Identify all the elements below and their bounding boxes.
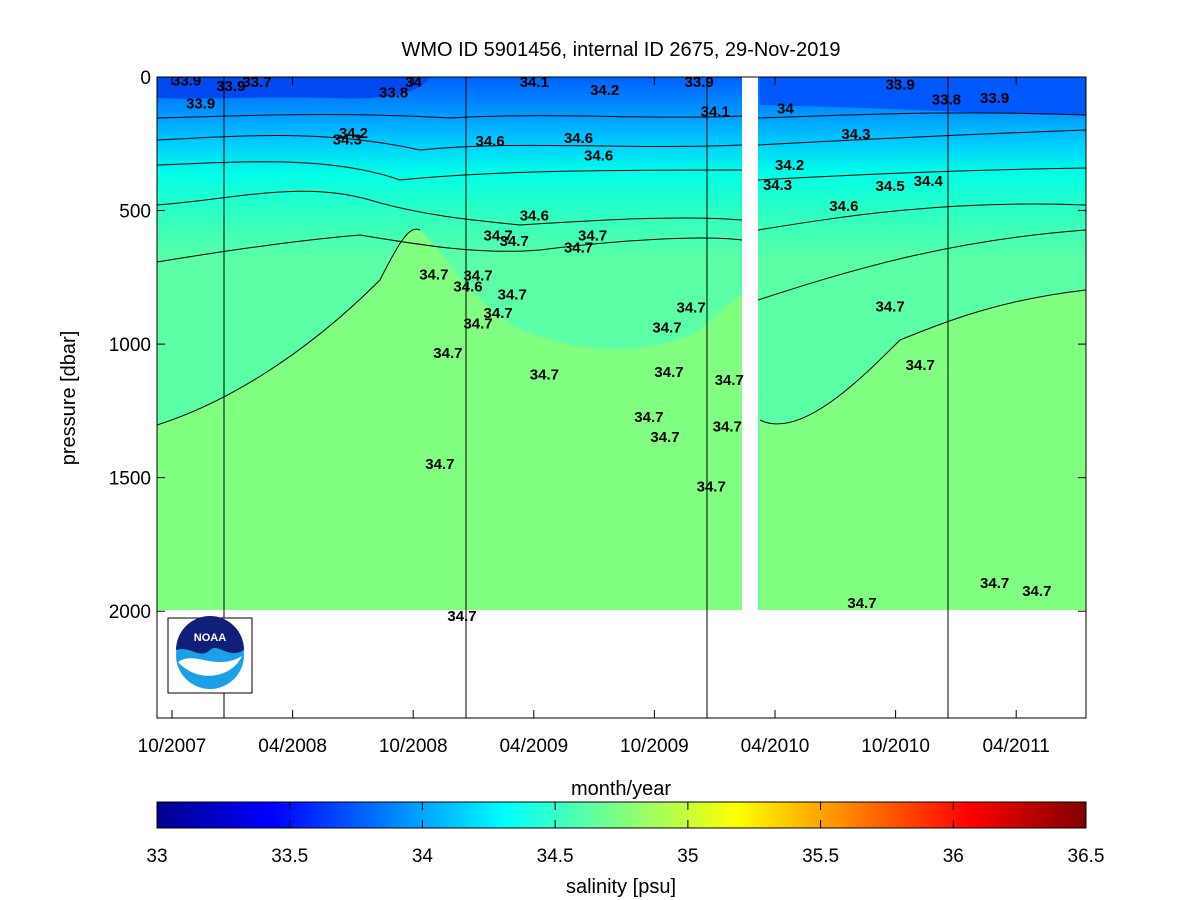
x-tick-label: 04/2011 — [983, 736, 1050, 757]
x-tick-label: 04/2010 — [741, 736, 810, 757]
contour-label: 34.7 — [419, 266, 448, 283]
contour-label: 34.6 — [829, 198, 858, 215]
contour-label: 34.3 — [841, 126, 870, 143]
x-tick-label: 04/2008 — [258, 736, 327, 757]
contour-label: 33.9 — [685, 74, 714, 91]
contour-label: 33.7 — [242, 74, 271, 91]
contour-label: 34.7 — [677, 300, 706, 317]
noaa-logo: NOAA — [167, 616, 253, 694]
y-axis-label: pressure [dbar] — [58, 331, 80, 466]
contour-label: 33.9 — [216, 78, 245, 95]
contour-label: 34.7 — [433, 345, 462, 362]
y-tick-label: 2000 — [109, 602, 151, 623]
x-tick-label: 10/2008 — [379, 736, 448, 757]
surface-low-salinity — [157, 77, 430, 99]
contour-label: 33.9 — [980, 90, 1009, 107]
y-tick-label: 500 — [119, 202, 151, 223]
colorbar-ticks: 33 33.5 34 34.5 35 35.5 36 36.5 — [146, 802, 1104, 867]
noaa-logo-lettering: NOAA — [194, 632, 226, 644]
contour-lines — [157, 112, 1086, 426]
contour-label: 34.6 — [520, 208, 549, 225]
contour-label: 34.7 — [650, 429, 679, 446]
colorbar-tick-label: 34.5 — [537, 846, 574, 867]
contour-label: 34.7 — [498, 286, 527, 303]
contour-label: 34.7 — [484, 228, 513, 245]
y-tick-label: 1500 — [109, 469, 151, 490]
contour-label: 34.7 — [876, 298, 905, 315]
y-tick-label: 1000 — [109, 335, 151, 356]
contour-label: 34.5 — [876, 178, 905, 195]
contour-label: 34.2 — [590, 82, 619, 99]
contour-label: 34.7 — [652, 320, 681, 337]
colorbar — [156, 801, 1087, 829]
contour-label: 34 — [405, 74, 422, 91]
contour-label: 34.7 — [634, 409, 663, 426]
x-axis-label: month/year — [571, 778, 671, 800]
x-tick-label: 10/2007 — [138, 736, 207, 757]
colorbar-tick-label: 35.5 — [802, 846, 839, 867]
colorbar-tick-label: 36 — [943, 846, 964, 867]
contour-label: 34.2 — [339, 125, 368, 142]
contour-label: 34.7 — [906, 357, 935, 374]
contour-label: 34.2 — [775, 157, 804, 174]
colorbar-label: salinity [psu] — [566, 876, 676, 898]
contour-label: 34.6 — [476, 133, 505, 150]
contour-label: 34.6 — [564, 130, 593, 147]
chart-title: WMO ID 5901456, internal ID 2675, 29-Nov… — [401, 39, 840, 61]
contour-label: 34.7 — [463, 316, 492, 333]
y-tick-label: 0 — [140, 68, 151, 89]
contour-label: 34.7 — [500, 233, 529, 250]
contour-label: 34.7 — [980, 575, 1009, 592]
contour-label: 33.9 — [886, 77, 915, 94]
contour-label: 33.9 — [172, 73, 201, 90]
contour-label: 33.8 — [932, 91, 961, 108]
contour-label: 33.8 — [379, 85, 408, 102]
contour-label: 34.7 — [715, 372, 744, 389]
contour-label: 34.3 — [333, 131, 362, 148]
contour-label: 34.7 — [530, 366, 559, 383]
contour-label: 33.9 — [186, 95, 215, 112]
deep-salinity-region-east — [760, 290, 1086, 610]
x-tick-label: 04/2009 — [499, 736, 568, 757]
data-gap — [742, 77, 758, 610]
x-tick-label: 10/2010 — [861, 736, 930, 757]
contour-label: 34.7 — [564, 240, 593, 257]
contour-label: 34.3 — [763, 177, 792, 194]
contour-label: 34.7 — [447, 608, 476, 625]
contour-label: 34.7 — [713, 419, 742, 436]
plot-frame — [156, 76, 1087, 719]
x-axis: 10/2007 04/2008 10/2008 04/2009 10/2009 04/20… — [138, 77, 1050, 757]
contour-label: 34.6 — [453, 278, 482, 295]
contour-label: 34.4 — [914, 173, 944, 190]
contour-label: 34.7 — [425, 456, 454, 473]
contour-label: 34.7 — [463, 268, 492, 285]
deep-salinity-region — [157, 229, 745, 611]
contour-label: 34.7 — [847, 595, 876, 612]
colorbar-tick-label: 33.5 — [271, 846, 308, 867]
contour-label: 34 — [777, 101, 794, 118]
x-tick-label: 10/2009 — [620, 736, 689, 757]
colorbar-tick-label: 33 — [146, 846, 167, 867]
colorbar-tick-label: 34 — [412, 846, 434, 867]
year-boundary-lines — [223, 77, 949, 718]
colorbar-tick-label: 36.5 — [1068, 846, 1105, 867]
surface-low-salinity-east — [760, 77, 1086, 115]
contour-label: 34.6 — [584, 147, 613, 164]
colorbar-tick-label: 35 — [677, 846, 698, 867]
contour-label: 34.7 — [697, 479, 726, 496]
contour-label: 34.1 — [701, 103, 730, 120]
contour-label: 34.7 — [654, 364, 683, 381]
contour-label: 34.7 — [578, 228, 607, 245]
contour-label: 34.7 — [484, 305, 513, 322]
contour-label: 34.1 — [520, 74, 549, 91]
y-axis: 0 500 1000 1500 2000 — [109, 68, 1086, 623]
contour-label: 34.7 — [1022, 583, 1051, 600]
